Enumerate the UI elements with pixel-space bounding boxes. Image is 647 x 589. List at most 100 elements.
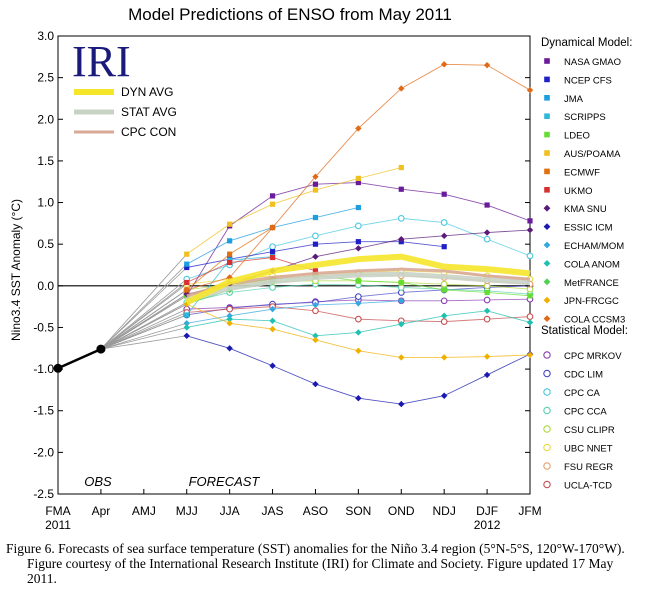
statistical-legend-item: CPC CCA [564, 407, 607, 418]
avg-legend-label: STAT AVG [121, 105, 177, 119]
data-point-diamond [183, 286, 190, 294]
forecast-connector-line [100, 327, 187, 350]
series-line [186, 167, 402, 255]
average-line [186, 271, 531, 303]
data-point-diamond [483, 371, 491, 379]
series-line [186, 335, 531, 405]
data-point-diamond [226, 312, 233, 319]
average-line [186, 267, 531, 298]
forecast-connector-line [100, 322, 187, 350]
obs-annotation: OBS [84, 474, 112, 489]
data-point-square [227, 259, 233, 266]
dynamical-legend-item: AUS/POAMA [564, 149, 621, 160]
dynamical-legend-item: MetFRANCE [564, 278, 619, 289]
legend-marker-square [544, 187, 550, 193]
dynamical-legend-item: KMA SNU [564, 204, 607, 215]
legend-marker-circle [543, 369, 551, 378]
data-point-diamond [226, 345, 233, 352]
dynamical-legend-item: UKMO [564, 186, 593, 197]
data-point-diamond [355, 329, 362, 336]
data-point-diamond [183, 324, 190, 331]
legend-marker-square [544, 58, 550, 64]
data-point-square [355, 175, 361, 181]
x-tick-label: DJF [476, 504, 498, 518]
y-axis-label: Nino3.4 SST Anomaly (°C) [9, 199, 23, 341]
statistical-legend-item: UBC NNET [564, 444, 613, 455]
data-point-diamond [440, 354, 448, 361]
data-point-square [312, 214, 319, 221]
data-point-diamond [355, 125, 362, 132]
dynamical-legend-item: JPN-FRCGC [564, 296, 619, 307]
data-point-square [355, 278, 361, 284]
observed-line [57, 347, 102, 370]
average-line [185, 253, 531, 306]
data-point-diamond [483, 229, 491, 236]
data-point-diamond [269, 224, 276, 231]
data-point-square [484, 202, 490, 208]
y-tick-label: 1.0 [37, 196, 54, 210]
x-tick-label: OND [388, 504, 415, 518]
x-tick-label: ASO [303, 504, 328, 518]
data-point-circle [269, 284, 276, 291]
data-point-square [227, 238, 233, 244]
data-point-square [527, 218, 533, 224]
data-point-square [269, 201, 276, 207]
dynamical-legend-item: COLA ANOM [564, 259, 620, 270]
data-point-square [484, 289, 490, 296]
legend-marker-circle [543, 480, 551, 489]
data-point-square [312, 241, 319, 247]
plot-border [57, 35, 531, 495]
data-point-diamond [312, 253, 319, 260]
forecast-connector-line [100, 289, 187, 350]
data-point-square [227, 221, 233, 227]
data-point-square [312, 268, 319, 274]
legend-marker-diamond [543, 204, 551, 212]
data-point-diamond [398, 354, 405, 361]
y-tick-label: -0.5 [33, 320, 54, 334]
x-tick-label: AMJ [132, 504, 156, 518]
data-point-diamond [526, 351, 534, 359]
data-point-diamond [440, 61, 448, 68]
data-point-square [184, 264, 190, 271]
data-point-square [184, 261, 190, 267]
dynamical-legend-title: Dynamical Model: [541, 37, 632, 49]
data-point-circle [440, 318, 448, 325]
data-point-circle [355, 293, 362, 300]
data-point-diamond [440, 232, 448, 240]
data-point-diamond [526, 86, 534, 94]
data-point-diamond [526, 226, 534, 234]
y-axis: 3.0 2.5 2.0 1.5 1.0 0.5 0.0 -0.5 -1.0 -1.5 -2.0 -2.… [33, 29, 530, 501]
forecast-connector-line [100, 293, 187, 350]
legend-marker-diamond [543, 296, 551, 304]
data-point-square [398, 279, 404, 286]
data-point-diamond [226, 315, 233, 323]
data-point-circle [312, 307, 319, 315]
data-point-diamond [483, 353, 491, 360]
data-point-diamond [483, 61, 491, 69]
observed-point [53, 363, 63, 373]
legend-marker-diamond [543, 315, 551, 322]
data-point-square [269, 254, 276, 261]
data-point-circle [526, 313, 534, 320]
data-point-diamond [269, 325, 276, 333]
statistical-legend-item: CPC MRKOV [564, 351, 622, 362]
data-point-diamond [398, 297, 405, 305]
data-point-square [355, 179, 361, 186]
dynamical-legend-item: ESSIC ICM [564, 223, 613, 234]
statistical-legend-item: FSU REGR [564, 462, 613, 473]
data-point-diamond [269, 305, 276, 313]
y-tick-label: -2.0 [33, 445, 54, 459]
legend-marker-circle [543, 443, 551, 452]
x-axis: FMA Apr AMJ MJJ JJA JAS ASO SON OND NDJ DJF JFM 2011… [45, 489, 542, 532]
iri-logo: IRI [72, 37, 131, 86]
legend-marker-circle [543, 425, 551, 433]
dynamical-legend-item: NASA GMAO [564, 57, 621, 68]
legend-marker-circle [543, 388, 551, 396]
statistical-legend-title: Statistical Model: [541, 325, 628, 337]
x-year-label: 2012 [474, 518, 501, 532]
x-tick-label: SON [345, 504, 371, 518]
dynamical-legend-item: JMA [564, 94, 584, 105]
forecast-connector-line [100, 253, 188, 350]
data-point-diamond [526, 319, 534, 326]
y-tick-label: 2.0 [37, 112, 54, 126]
